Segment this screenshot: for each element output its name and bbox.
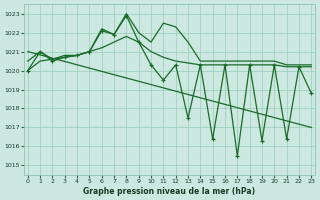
X-axis label: Graphe pression niveau de la mer (hPa): Graphe pression niveau de la mer (hPa): [84, 187, 256, 196]
